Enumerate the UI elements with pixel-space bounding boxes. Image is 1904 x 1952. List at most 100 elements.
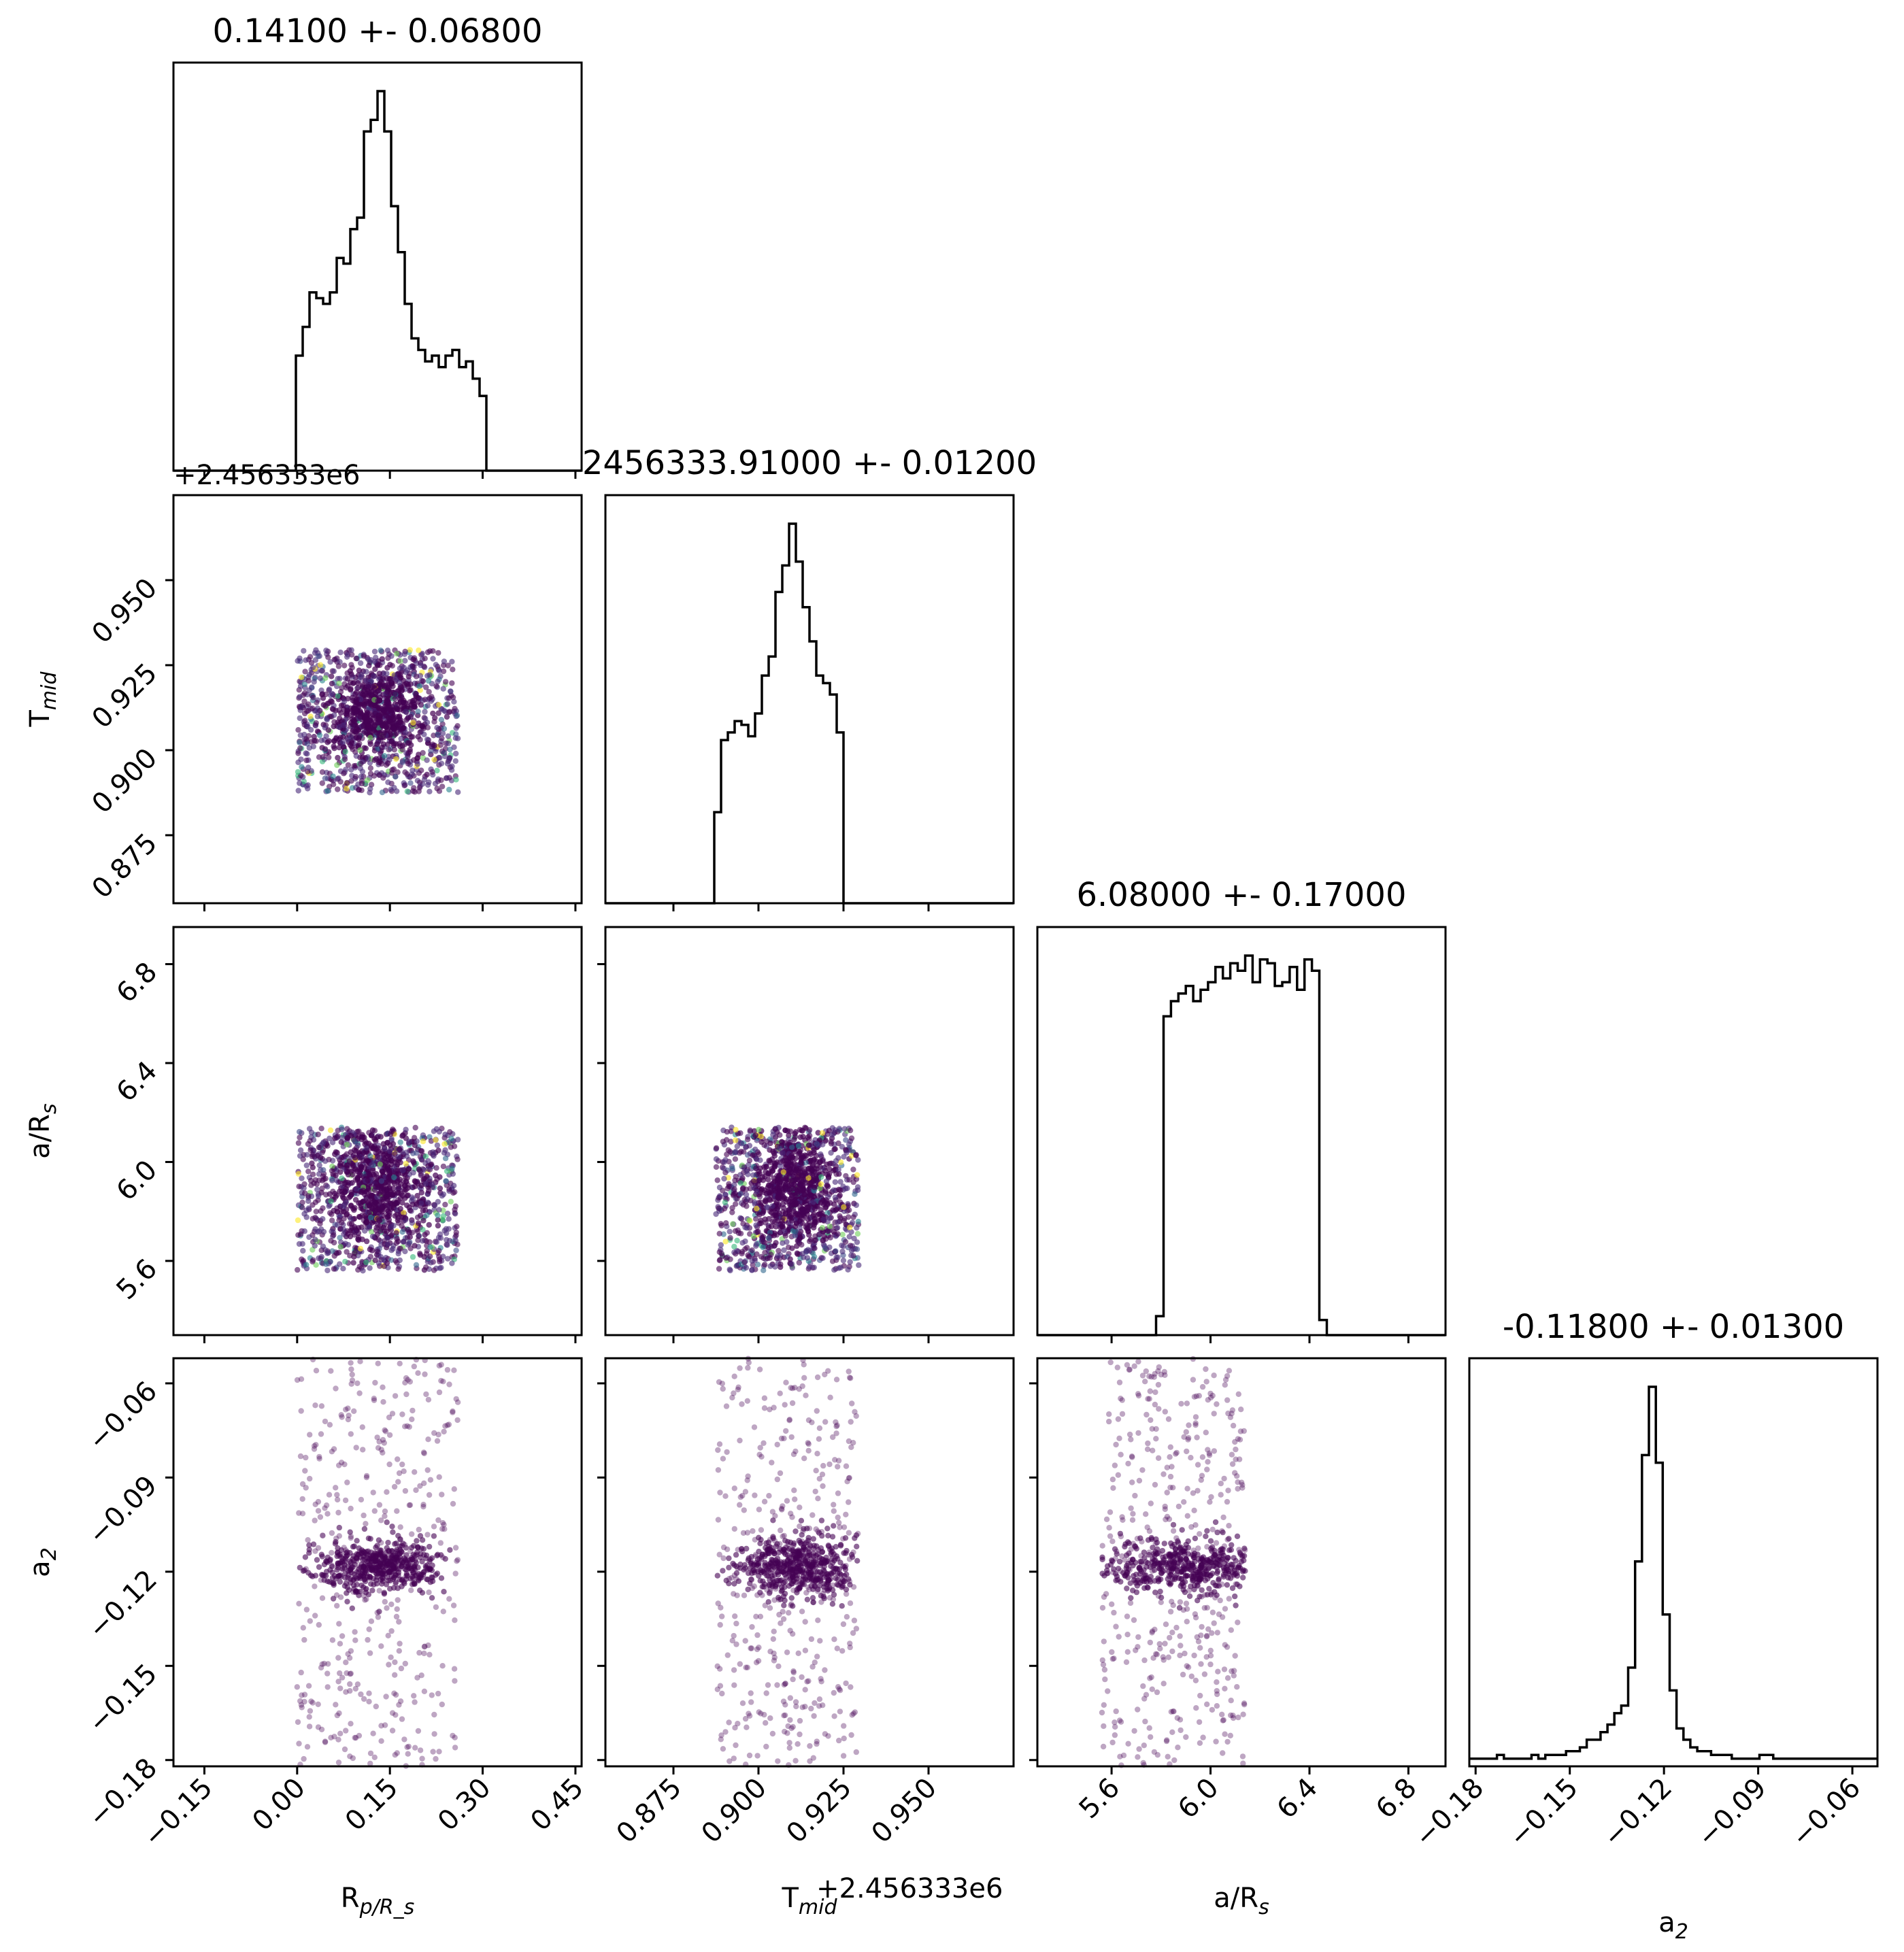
scatter-point — [314, 1186, 320, 1193]
scatter-point — [403, 717, 410, 723]
scatter-point — [724, 1128, 731, 1135]
scatter-point — [349, 664, 355, 671]
scatter-point — [418, 1156, 424, 1162]
scatter-point — [431, 719, 437, 725]
scatter-point — [366, 1626, 372, 1632]
scatter-point — [366, 1130, 372, 1136]
scatter-point — [348, 647, 354, 653]
scatter-point — [362, 1597, 368, 1603]
scatter-point — [446, 1226, 452, 1232]
scatter-point — [436, 1474, 442, 1480]
scatter-point — [297, 780, 303, 786]
scatter-point — [829, 1258, 836, 1264]
scatter-point — [716, 1193, 723, 1199]
scatter-point — [754, 1205, 760, 1212]
scatter-point — [406, 1139, 412, 1145]
scatter-point — [356, 667, 363, 673]
scatter-point — [348, 778, 354, 784]
scatter-point — [380, 1399, 386, 1405]
scatter-point — [295, 769, 301, 775]
scatter-point — [361, 1696, 367, 1702]
scatter-point — [442, 1131, 448, 1138]
scatter-point — [437, 742, 444, 748]
scatter-point — [766, 1189, 772, 1196]
scatter-point — [753, 1165, 759, 1171]
scatter-point — [797, 1186, 803, 1193]
scatter-point — [303, 1262, 310, 1268]
scatter-point — [741, 1259, 748, 1266]
scatter-point — [847, 1259, 853, 1265]
scatter-point — [358, 1691, 364, 1698]
scatter-point — [437, 1235, 444, 1241]
scatter-point — [328, 1368, 334, 1374]
scatter-point — [434, 1438, 441, 1444]
scatter-point — [438, 777, 444, 784]
scatter-point — [405, 1226, 412, 1233]
scatter-point — [399, 1223, 405, 1229]
scatter-point — [345, 737, 351, 743]
scatter-point — [315, 1131, 321, 1138]
scatter-point — [407, 681, 414, 688]
scatter-point — [437, 1265, 443, 1271]
scatter-point — [331, 719, 337, 725]
scatter-point — [356, 1128, 362, 1134]
scatter-point — [345, 762, 352, 769]
scatter-point — [407, 1207, 414, 1213]
scatter-point — [729, 1205, 735, 1211]
scatter-point — [363, 677, 369, 684]
scatter-point — [372, 1257, 378, 1264]
scatter-point — [312, 1243, 318, 1249]
scatter-point — [388, 1654, 394, 1660]
scatter-point — [415, 1181, 421, 1187]
scatter-point — [798, 1160, 804, 1166]
scatter-point — [313, 720, 319, 726]
scatter-point — [376, 717, 382, 723]
scatter-point — [373, 1703, 379, 1710]
scatter-point — [337, 1188, 343, 1194]
scatter-point — [367, 790, 373, 796]
scatter-point — [306, 745, 312, 751]
scatter-point — [310, 1258, 316, 1265]
scatter-point — [756, 1177, 763, 1183]
scatter-point — [388, 1161, 395, 1168]
scatter-point — [441, 750, 448, 756]
scatter-point — [726, 1266, 733, 1273]
scatter-point — [307, 1475, 313, 1482]
scatter-point — [426, 1492, 433, 1498]
scatter-point — [433, 662, 439, 668]
scatter-point — [418, 1148, 424, 1154]
scatter-point — [820, 1141, 826, 1148]
scatter-point — [837, 1179, 844, 1185]
scatter-point — [424, 771, 430, 778]
scatter-point — [807, 1157, 814, 1164]
scatter-point — [365, 756, 371, 762]
scatter-point — [301, 690, 308, 696]
scatter-point — [392, 1200, 399, 1207]
scatter-point — [337, 1162, 343, 1168]
scatter-point — [323, 1192, 329, 1198]
scatter-point — [360, 1188, 366, 1194]
scatter-point — [368, 1618, 375, 1624]
scatter-point — [451, 1183, 457, 1189]
scatter-point — [335, 754, 341, 761]
scatter-point — [393, 1230, 399, 1236]
scatter-point — [395, 1456, 401, 1462]
scatter-point — [375, 1215, 381, 1222]
scatter-point — [356, 1732, 363, 1739]
scatter-point — [753, 1222, 759, 1228]
scatter-point — [453, 777, 459, 783]
scatter-point — [354, 689, 360, 695]
scatter-point — [391, 672, 397, 678]
scatter-point — [316, 1621, 322, 1628]
scatter-point — [416, 784, 423, 791]
scatter-point — [361, 1149, 367, 1156]
scatter-point — [307, 1618, 313, 1624]
scatter-point — [305, 1537, 311, 1543]
scatter-point — [755, 1228, 761, 1235]
scatter-point — [424, 1199, 431, 1206]
scatter-point — [297, 1134, 303, 1141]
scatter-point — [439, 784, 446, 790]
scatter-point — [297, 745, 303, 752]
scatter-point — [303, 1485, 309, 1491]
scatter-point — [403, 1570, 410, 1577]
